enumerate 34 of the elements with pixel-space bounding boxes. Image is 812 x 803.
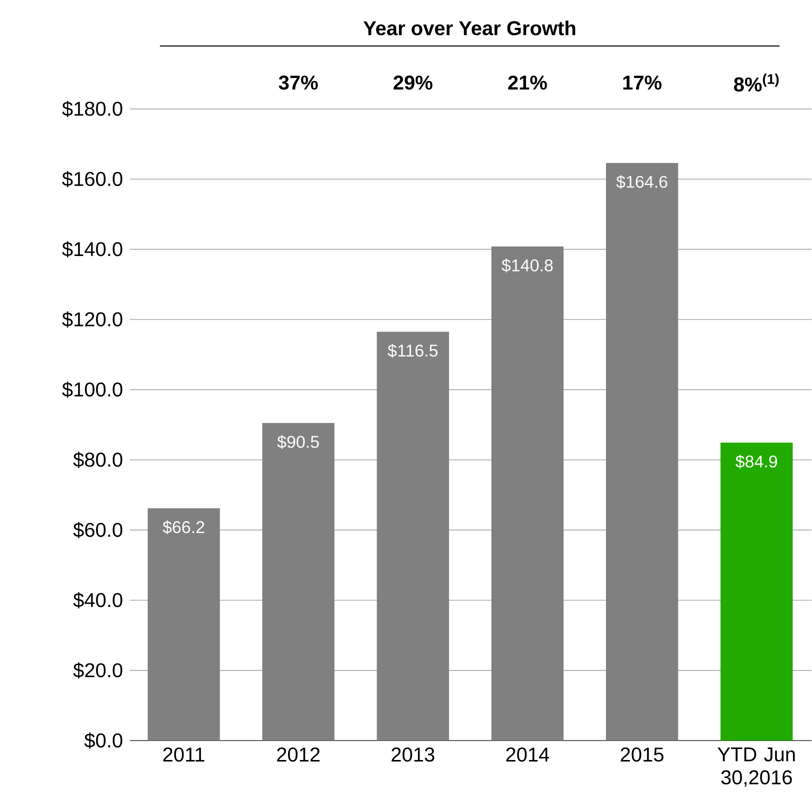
text: 8%$^{(1)}$ xyxy=(734,74,779,92)
chart-title: Year over Year Growth xyxy=(363,20,576,36)
bar xyxy=(720,442,793,741)
text: 17% xyxy=(623,76,662,90)
x-tick-label: 2011 xyxy=(163,748,204,762)
bar xyxy=(262,423,334,741)
data-label: $164.6 xyxy=(616,175,668,190)
y-tick-label: $40.0 xyxy=(73,592,122,609)
y-tick-label: $140.0 xyxy=(62,241,122,258)
y-tick-label: $20.0 xyxy=(73,662,122,679)
data-label: $90.5 xyxy=(277,435,319,450)
text: 21% xyxy=(508,76,547,90)
y-tick-label: $80.0 xyxy=(73,452,122,468)
x-tick-label: YTD Jun 30,2016 xyxy=(718,748,795,787)
y-tick-label: $180.0 xyxy=(62,101,122,118)
text: 37% xyxy=(278,76,318,90)
bar xyxy=(148,508,220,741)
y-tick-label: $100.0 xyxy=(62,382,122,398)
bar xyxy=(491,246,564,741)
text: 29% xyxy=(394,76,432,90)
x-tick-label: 2014 xyxy=(506,748,550,762)
y-tick-label: $160.0 xyxy=(62,171,122,188)
bar xyxy=(376,332,450,741)
data-label: $140.8 xyxy=(502,258,553,273)
y-tick-label: $60.0 xyxy=(73,522,122,538)
data-label: $84.9 xyxy=(736,455,778,469)
data-label: $66.2 xyxy=(162,520,204,534)
data-label: $116.5 xyxy=(388,344,438,358)
bar xyxy=(606,163,678,741)
x-tick-label: 2012 xyxy=(277,748,320,762)
y-tick-label: $0.0 xyxy=(84,732,122,749)
y-tick-label: $120.0 xyxy=(62,312,122,328)
x-tick-label: 2015 xyxy=(620,748,664,762)
x-tick-label: 2013 xyxy=(392,748,434,762)
